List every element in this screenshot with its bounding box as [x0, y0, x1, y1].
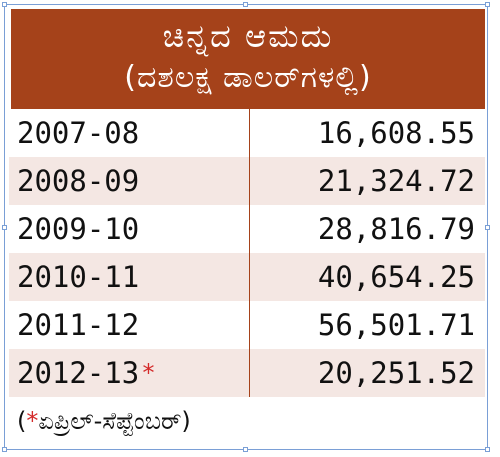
footnote-open-paren: (: [17, 407, 27, 435]
year-text: 2007-08: [17, 116, 140, 150]
year-text: 2008-09: [17, 164, 140, 198]
year-text: 2010-11: [17, 260, 140, 294]
resize-handle-bottom-center[interactable]: [243, 447, 248, 452]
resize-handle-middle-right[interactable]: [485, 225, 490, 230]
table-subtitle: (ದಶಲಕ್ಷ ಡಾಲರ್‌ಗಳಲ್ಲಿ): [124, 60, 372, 95]
year-cell: 2007-08: [9, 116, 249, 150]
year-text: 2009-10: [17, 212, 140, 246]
column-divider: [249, 109, 250, 397]
value-cell: 16,608.55: [317, 116, 475, 150]
year-cell: 2008-09: [9, 164, 249, 198]
resize-handle-bottom-left[interactable]: [2, 447, 7, 452]
resize-handle-top-right[interactable]: [485, 2, 490, 7]
table-row: 2008-09 21,324.72: [9, 157, 485, 205]
resize-handle-middle-left[interactable]: [2, 225, 7, 230]
table-row: 2009-10 28,816.79: [9, 205, 485, 253]
table-row: 2011-12 56,501.71: [9, 301, 485, 349]
gold-import-table: ಚಿನ್ನದ ಆಮದು (ದಶಲಕ್ಷ ಡಾಲರ್‌ಗಳಲ್ಲಿ) 2007-0…: [9, 9, 485, 445]
year-text: 2011-12: [17, 308, 140, 342]
table-title: ಚಿನ್ನದ ಆಮದು: [162, 17, 334, 55]
value-cell: 20,251.52: [317, 356, 475, 390]
year-cell: 2012-13*: [9, 356, 249, 390]
value-cell: 21,324.72: [317, 164, 475, 198]
table-row: 2012-13* 20,251.52: [9, 349, 485, 397]
table-row: 2007-08 16,608.55: [9, 109, 485, 157]
resize-handle-top-center[interactable]: [243, 2, 248, 7]
year-cell: 2009-10: [9, 212, 249, 246]
footnote-text: ಏಪ್ರಿಲ್‌-ಸೆಪ್ಟೆಂಬರ್‌): [38, 407, 191, 435]
value-cell: 28,816.79: [317, 212, 475, 246]
value-cell: 56,501.71: [317, 308, 475, 342]
year-text: 2012-13: [17, 356, 140, 390]
asterisk-marker: *: [141, 359, 156, 387]
table-body: 2007-08 16,608.55 2008-09 21,324.72 2009…: [9, 109, 485, 397]
resize-handle-top-left[interactable]: [2, 2, 7, 7]
year-cell: 2011-12: [9, 308, 249, 342]
year-cell: 2010-11: [9, 260, 249, 294]
value-cell: 40,654.25: [317, 260, 475, 294]
footnote-asterisk: *: [26, 407, 39, 435]
resize-handle-bottom-right[interactable]: [485, 447, 490, 452]
footnote: (* ಏಪ್ರಿಲ್‌-ಸೆಪ್ಟೆಂಬರ್‌): [9, 397, 485, 445]
table-row: 2010-11 40,654.25: [9, 253, 485, 301]
table-header: ಚಿನ್ನದ ಆಮದು (ದಶಲಕ್ಷ ಡಾಲರ್‌ಗಳಲ್ಲಿ): [9, 9, 485, 109]
